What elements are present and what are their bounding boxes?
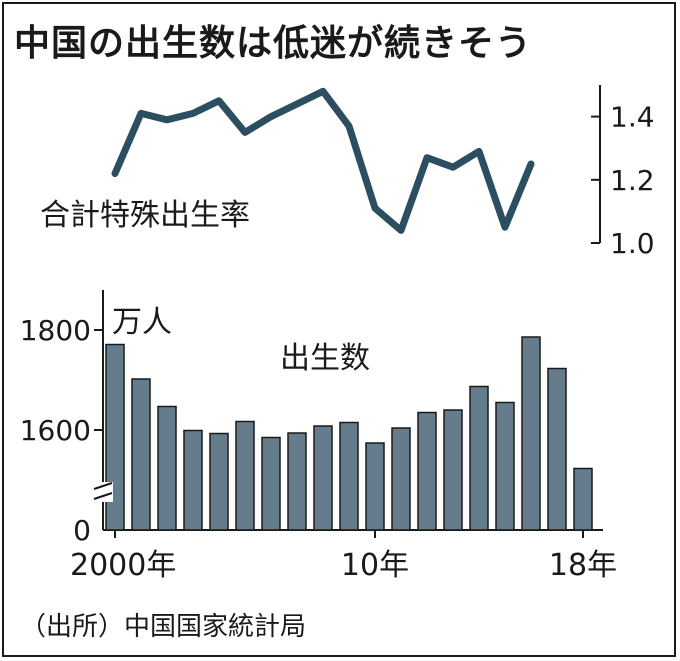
births-bar [157, 405, 177, 531]
year-tick-label: 18年 [549, 548, 617, 583]
births-bar [313, 425, 333, 531]
fertility-tick-label: 1.0 [610, 227, 655, 260]
births-bar [443, 409, 463, 531]
births-tick-label: 1600 [20, 414, 91, 447]
births-bar [209, 432, 229, 531]
births-bar [573, 467, 593, 531]
births-bar [365, 442, 385, 531]
axis-break-mark [93, 482, 113, 502]
fertility-rate-chart: 1.4 1.2 1.0 合計特殊出生率 [40, 85, 655, 260]
births-bar [183, 429, 203, 531]
births-tick-label: 0 [73, 514, 91, 547]
year-tick-label: 2000年 [70, 548, 176, 583]
fertility-rate-label: 合計特殊出生率 [40, 198, 250, 233]
births-bar [287, 432, 307, 531]
births-bar [417, 411, 437, 531]
births-bar [131, 378, 151, 531]
births-bar [105, 343, 125, 531]
births-bar [521, 336, 541, 531]
births-bar [391, 427, 411, 531]
births-bar [469, 385, 489, 531]
fertility-tick-label: 1.2 [610, 164, 655, 197]
births-bar [235, 420, 255, 531]
year-tick-label: 10年 [341, 548, 409, 583]
births-label: 出生数 [280, 341, 370, 376]
births-bar [261, 436, 281, 531]
births-chart: 1800 1600 0 万人 出生数 2000年 10年 18年 [20, 290, 617, 583]
births-bar [547, 367, 567, 531]
source-note: （出所）中国国家統計局 [20, 612, 307, 642]
fertility-tick-label: 1.4 [610, 101, 655, 134]
births-tick-label: 1800 [20, 314, 91, 347]
births-bar [339, 421, 359, 531]
births-bar [495, 401, 515, 531]
births-unit-label: 万人 [112, 305, 172, 340]
fertility-rate-line [111, 87, 535, 234]
chart-title: 中国の出生数は低迷が続きそう [14, 23, 533, 64]
